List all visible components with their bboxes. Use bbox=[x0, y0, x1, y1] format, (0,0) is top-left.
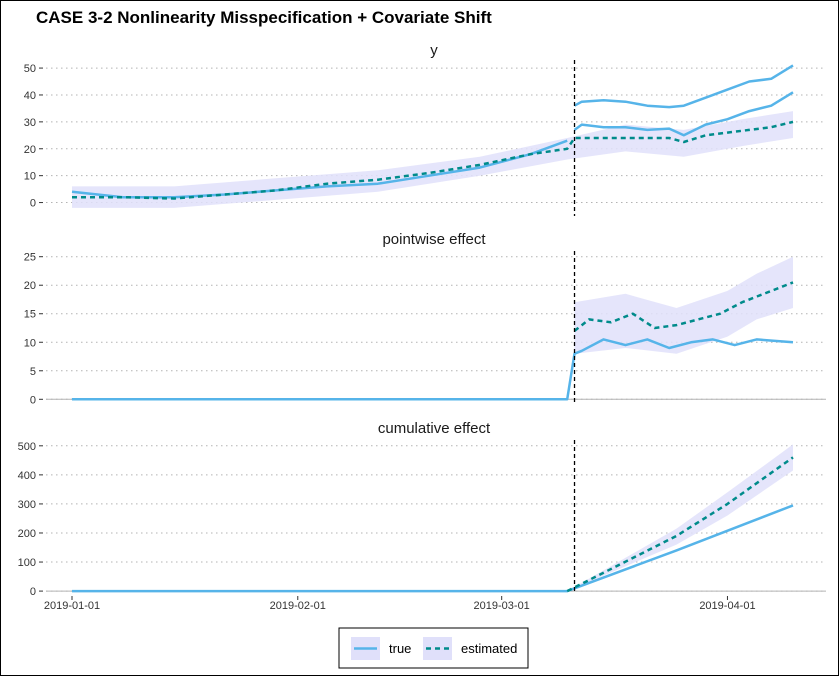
panel-3: cumulative effect 0 100 200 300 400 500 bbox=[18, 420, 826, 598]
y-tick-label: 0 bbox=[30, 394, 36, 406]
y-tick-label: 25 bbox=[24, 252, 36, 264]
legend-label-true: true bbox=[389, 641, 411, 656]
series-true-line bbox=[72, 338, 794, 401]
y-tick-label: 15 bbox=[24, 309, 36, 321]
series-true-line bbox=[573, 64, 794, 109]
y-tick-label: 10 bbox=[24, 337, 36, 349]
panel-title: y bbox=[430, 42, 438, 59]
y-tick-label: 50 bbox=[24, 63, 36, 75]
panels: y 0 10 20 30 40 50 pointwise effect 0 5 10 15 20 25 cu… bbox=[18, 42, 826, 598]
y-tick-label: 5 bbox=[30, 366, 36, 378]
confidence-band bbox=[72, 111, 793, 208]
y-tick-label: 200 bbox=[18, 528, 36, 540]
x-tick-label: 2019-01-01 bbox=[44, 600, 100, 612]
x-tick-label: 2019-02-01 bbox=[270, 600, 326, 612]
x-tick-label: 2019-03-01 bbox=[474, 600, 530, 612]
chart-title: CASE 3-2 Nonlinearity Misspecification +… bbox=[36, 8, 492, 27]
y-tick-label: 0 bbox=[30, 586, 36, 598]
legend: true estimated bbox=[338, 627, 529, 669]
legend-label-estimated: estimated bbox=[461, 641, 517, 656]
panel-1: y 0 10 20 30 40 50 bbox=[24, 42, 826, 216]
confidence-band bbox=[574, 256, 793, 354]
series-estimated-line bbox=[72, 120, 794, 200]
x-tick-label: 2019-04-01 bbox=[699, 600, 755, 612]
y-tick-label: 10 bbox=[24, 171, 36, 183]
y-tick-label: 300 bbox=[18, 499, 36, 511]
series-true-line bbox=[573, 91, 794, 137]
panel-2: pointwise effect 0 5 10 15 20 25 bbox=[24, 231, 826, 406]
panel-title: pointwise effect bbox=[382, 231, 486, 248]
panel-title: cumulative effect bbox=[378, 420, 491, 437]
y-tick-label: 40 bbox=[24, 90, 36, 102]
series-true-line bbox=[72, 504, 794, 593]
y-tick-label: 100 bbox=[18, 557, 36, 569]
series-estimated-line bbox=[573, 281, 794, 332]
y-tick-label: 500 bbox=[18, 441, 36, 453]
y-tick-label: 0 bbox=[30, 198, 36, 210]
y-tick-label: 30 bbox=[24, 117, 36, 129]
y-tick-label: 400 bbox=[18, 470, 36, 482]
x-axis: 2019-01-01 2019-02-01 2019-03-01 2019-04-01 bbox=[44, 596, 756, 612]
y-tick-label: 20 bbox=[24, 144, 36, 156]
y-tick-label: 20 bbox=[24, 280, 36, 292]
